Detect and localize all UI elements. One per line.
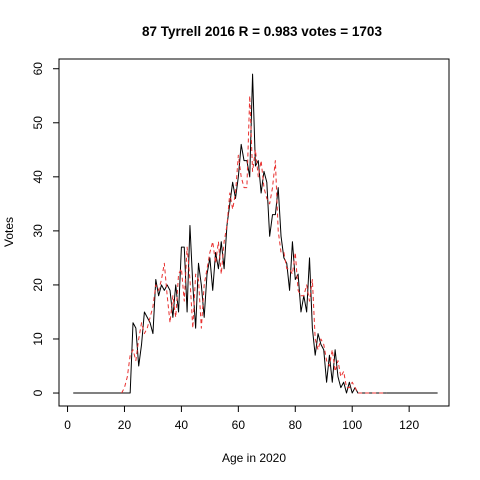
x-axis: 0 20 40 60 80 100 120 (64, 405, 419, 432)
y-tick-label: 60 (31, 62, 45, 76)
y-tick-label: 20 (31, 278, 45, 292)
y-tick-label: 0 (31, 389, 45, 396)
x-tick-label: 40 (175, 418, 189, 432)
y-tick-label: 30 (31, 224, 45, 238)
y-axis: 0 10 20 30 40 50 60 (31, 62, 60, 396)
y-tick-label: 40 (31, 170, 45, 184)
x-tick-label: 80 (289, 418, 303, 432)
x-tick-label: 120 (399, 418, 419, 432)
series-layer (73, 73, 438, 394)
chart-title: 87 Tyrrell 2016 R = 0.983 votes = 1703 (142, 24, 382, 39)
x-tick-label: 60 (232, 418, 246, 432)
series-line-solid (73, 73, 438, 394)
y-tick-label: 10 (31, 332, 45, 346)
x-tick-label: 100 (342, 418, 362, 432)
series-line-dashed (121, 95, 387, 394)
y-tick-label: 50 (31, 116, 45, 130)
x-tick-label: 0 (64, 418, 71, 432)
x-axis-label: Age in 2020 (222, 451, 286, 465)
x-tick-label: 20 (118, 418, 132, 432)
y-axis-label: Votes (2, 217, 16, 247)
